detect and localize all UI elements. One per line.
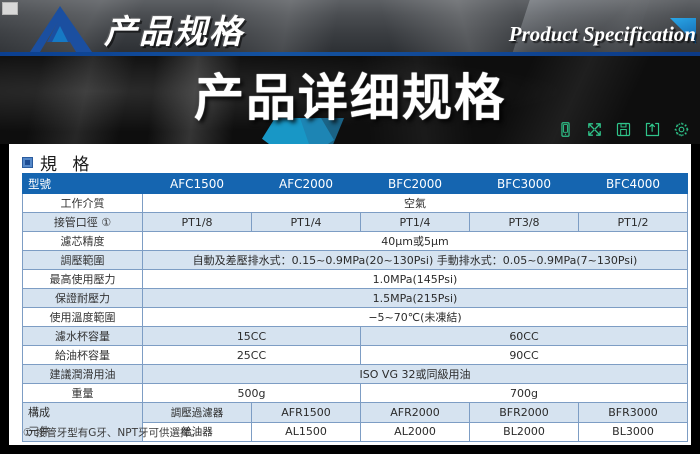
table-cell: AFR2000 <box>360 402 470 423</box>
table-row: 重量 500g 700g <box>22 383 688 403</box>
banner-lower-strip <box>0 56 700 144</box>
section-bullet-icon <box>22 157 33 168</box>
table-footnote: ① 接管牙型有G牙、NPT牙可供選擇。 <box>23 427 201 439</box>
row-label: 濾水杯容量 <box>22 326 143 346</box>
table-cell: 60CC <box>360 326 688 346</box>
fullscreen-icon[interactable] <box>580 116 609 142</box>
section-title: 規 格 <box>40 155 95 175</box>
table-cell: 25CC <box>142 345 361 365</box>
banner-blue-divider <box>0 52 700 56</box>
table-cell: BL3000 <box>578 421 688 442</box>
table-cell: 15CC <box>142 326 361 346</box>
table-row: 構成元件調壓過濾器AFR1500AFR2000BFR2000BFR3000BFR… <box>22 402 688 442</box>
left-black-border <box>0 144 9 454</box>
column-header: BFC2000 <box>360 173 470 194</box>
page-title: 产品详细规格 <box>194 69 506 127</box>
table-cell: PT3/8 <box>469 212 579 232</box>
table-row: 濾水杯容量 15CC 60CC <box>22 326 688 346</box>
table-row: 保證耐壓力 1.5MPa(215Psi) <box>22 288 688 308</box>
row-label: 濾芯精度 <box>22 231 143 251</box>
bottom-black-border <box>0 445 700 454</box>
column-header: BFC4000 <box>578 173 688 194</box>
table-cell: −5~70℃(未凍結) <box>142 307 688 327</box>
table-header-row: 型號 AFC1500 AFC2000 BFC2000 BFC3000 BFC40… <box>22 173 688 194</box>
row-label: 調壓範圍 <box>22 250 143 270</box>
table-cell: BL2000 <box>469 421 579 442</box>
header-title: 产品规格 <box>104 12 244 51</box>
row-label: 重量 <box>22 383 143 403</box>
table-cell: 40μm或5μm <box>142 231 688 251</box>
table-cell: ISO VG 32或同級用油 <box>142 364 688 384</box>
row-label: 保證耐壓力 <box>22 288 143 308</box>
specification-table: 型號 AFC1500 AFC2000 BFC2000 BFC3000 BFC40… <box>22 173 688 442</box>
toolbar <box>551 116 696 142</box>
table-row: 接管口徑 ① PT1/8 PT1/4 PT1/4 PT3/8 PT1/2 <box>22 212 688 232</box>
table-row: 給油器AL1500AL2000BL2000BL3000BL4000 <box>23 421 688 442</box>
row-label: 給油杯容量 <box>22 345 143 365</box>
table-cell: 1.0MPa(145Psi) <box>142 269 688 289</box>
table-row: 調壓範圍 自動及差壓排水式：0.15~0.9MPa(20~130Psi) 手動排水… <box>22 250 688 270</box>
header-subtitle: Product Specification <box>508 22 696 46</box>
component-sublabel: 調壓過濾器 <box>142 402 252 423</box>
table-row: 給油杯容量 25CC 90CC <box>22 345 688 365</box>
component-sublabel: 給油器 <box>142 421 252 442</box>
table-cell: AFR1500 <box>251 402 361 423</box>
table-cell: 空氣 <box>142 193 688 213</box>
row-label: 接管口徑 ① <box>22 212 143 232</box>
column-header: AFC1500 <box>142 173 252 194</box>
row-label: 工作介質 <box>22 193 143 213</box>
component-group-label: 構成 元件 <box>22 402 143 442</box>
table-row: 工作介質 空氣 <box>22 193 688 213</box>
table-cell: 自動及差壓排水式：0.15~0.9MPa(20~130Psi) 手動排水式：0.… <box>142 250 688 270</box>
row-label: 建議潤滑用油 <box>22 364 143 384</box>
table-cell: AL1500 <box>251 421 361 442</box>
specification-section: 規 格 型號 AFC1500 AFC2000 BFC2000 BFC3000 B… <box>0 144 700 454</box>
table-body: 工作介質 空氣 接管口徑 ① PT1/8 PT1/4 PT1/4 PT3/8 PT1/2 濾芯精… <box>22 193 688 442</box>
row-label: 使用溫度範圍 <box>22 307 143 327</box>
column-header: BFC3000 <box>469 173 579 194</box>
settings-gear-icon[interactable] <box>667 116 696 142</box>
row-label: 最高使用壓力 <box>22 269 143 289</box>
table-cell: PT1/4 <box>360 212 470 232</box>
table-row: 建議潤滑用油 ISO VG 32或同級用油 <box>22 364 688 384</box>
table-cell: BFR2000 <box>469 402 579 423</box>
table-cell: BFR3000 <box>578 402 688 423</box>
share-icon[interactable] <box>638 116 667 142</box>
table-row: 最高使用壓力 1.0MPa(145Psi) <box>22 269 688 289</box>
table-cell: 1.5MPa(215Psi) <box>142 288 688 308</box>
table-cell: 500g <box>142 383 361 403</box>
column-header: AFC2000 <box>251 173 361 194</box>
table-cell: AL2000 <box>360 421 470 442</box>
column-header: 型號 <box>22 173 143 194</box>
mobile-view-icon[interactable] <box>551 116 580 142</box>
table-cell: PT1/8 <box>142 212 252 232</box>
table-cell: 90CC <box>360 345 688 365</box>
table-cell: PT1/4 <box>251 212 361 232</box>
company-a-logo-icon <box>30 4 94 54</box>
table-row: 濾芯精度 40μm或5μm <box>22 231 688 251</box>
banner-top-strip <box>0 0 700 54</box>
save-icon[interactable] <box>609 116 638 142</box>
table-cell: PT1/2 <box>578 212 688 232</box>
table-cell: 700g <box>360 383 688 403</box>
table-row: 使用溫度範圍 −5~70℃(未凍結) <box>22 307 688 327</box>
section-heading: 規 格 <box>22 150 94 175</box>
header-banner: 产品规格 Product Specification 产品详细规格 <box>0 0 700 144</box>
window-corner-artifact <box>2 2 18 15</box>
